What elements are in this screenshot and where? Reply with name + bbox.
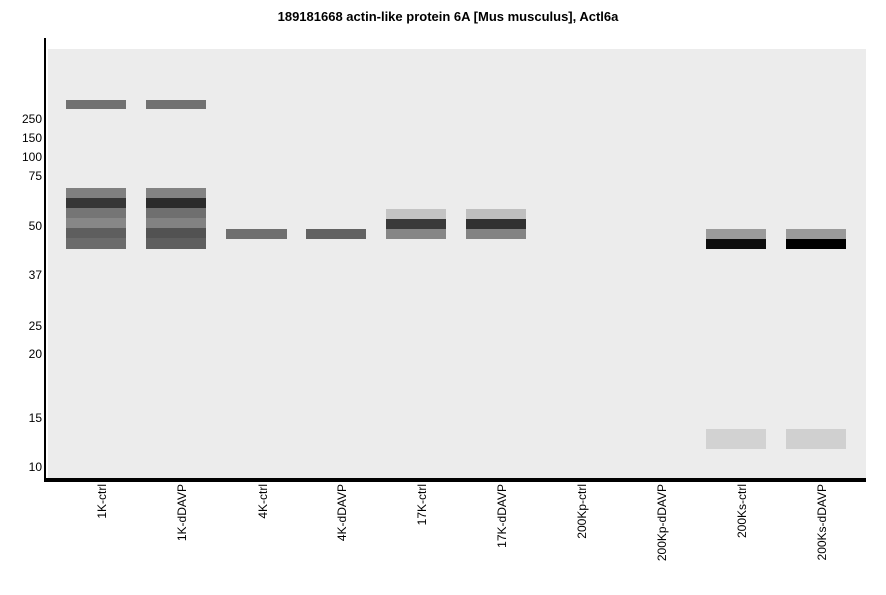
lane-label-200Kp-dDAVP: 200Kp-dDAVP [655,484,669,562]
gel-band-4K-ctrl [226,229,287,239]
y-tick-label-50: 50 [28,219,42,233]
gel-band-1K-ctrl [66,188,126,198]
gel-band-200Ks-dDAVP [786,229,846,239]
gel-band-1K-dDAVP [146,238,206,249]
gel-band-1K-ctrl [66,100,126,109]
lane-label-200Ks-dDAVP: 200Ks-dDAVP [815,484,829,561]
gel-band-1K-dDAVP [146,218,206,228]
gel-band-17K-ctrl [386,209,446,219]
gel-band-1K-ctrl [66,228,126,238]
gel-band-1K-ctrl [66,208,126,218]
gel-band-17K-dDAVP [466,219,526,229]
gel-band-17K-ctrl [386,219,446,229]
y-tick-label-15: 15 [28,411,42,425]
gel-band-200Ks-dDAVP [786,239,846,249]
y-tick-label-10: 10 [28,460,42,474]
y-tick-label-150: 150 [21,131,42,145]
y-tick-label-20: 20 [28,347,42,361]
lane-label-200Ks-ctrl: 200Ks-ctrl [735,484,749,539]
lane-label-17K-ctrl: 17K-ctrl [415,484,429,526]
gel-band-200Ks-ctrl [706,429,766,449]
y-tick-label-100: 100 [21,150,42,164]
y-axis-line [44,38,46,482]
gel-band-1K-dDAVP [146,188,206,198]
x-axis-line [44,478,866,482]
y-tick-label-250: 250 [21,112,42,126]
gel-band-1K-dDAVP [146,208,206,218]
gel-band-200Ks-dDAVP [786,429,846,449]
gel-band-1K-dDAVP [146,198,206,208]
lane-label-17K-dDAVP: 17K-dDAVP [495,484,509,548]
lane-label-1K-ctrl: 1K-ctrl [95,484,109,519]
gel-band-17K-dDAVP [466,229,526,239]
y-tick-label-75: 75 [28,169,42,183]
gel-band-1K-dDAVP [146,100,206,109]
gel-band-17K-ctrl [386,229,446,239]
lane-label-4K-ctrl: 4K-ctrl [255,484,270,519]
lane-label-4K-dDAVP: 4K-dDAVP [335,484,349,542]
gel-band-1K-ctrl [66,218,126,228]
gel-band-200Ks-ctrl [706,239,766,249]
figure-title: 189181668 actin-like protein 6A [Mus mus… [277,9,619,24]
lane-label-1K-dDAVP: 1K-dDAVP [175,484,189,542]
lane-label-200Kp-ctrl: 200Kp-ctrl [575,484,589,539]
gel-band-200Ks-ctrl [706,229,766,239]
gel-band-1K-ctrl [66,198,126,208]
plot-area [48,49,866,478]
y-tick-label-37: 37 [28,268,42,282]
gel-band-1K-ctrl [66,238,126,249]
gel-band-17K-dDAVP [466,209,526,219]
gel-band-4K-dDAVP [306,229,366,239]
gel-band-1K-dDAVP [146,228,206,238]
y-tick-label-25: 25 [28,319,42,333]
